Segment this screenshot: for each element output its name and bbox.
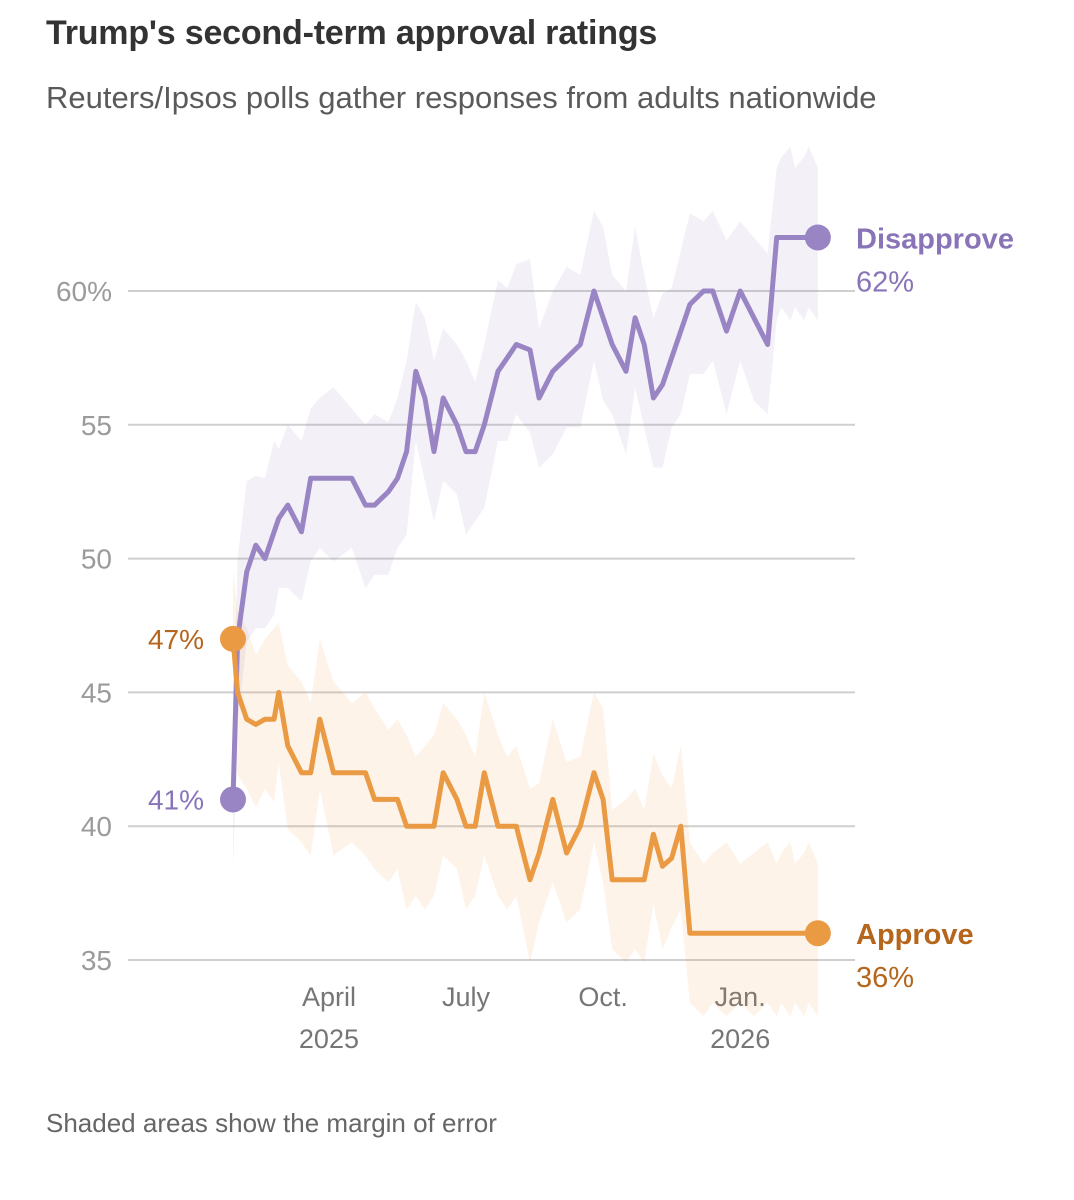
chart-title: Trump's second-term approval ratings <box>46 14 658 52</box>
x-tick-label: July <box>442 982 491 1012</box>
disapprove-line <box>230 235 821 802</box>
x-tick-label: April <box>302 982 356 1012</box>
footnote: Shaded areas show the margin of error <box>46 1108 497 1138</box>
approve-end-marker <box>804 920 831 947</box>
disapprove-series-label: Disapprove <box>856 223 1014 255</box>
disapprove-margin-band <box>233 146 818 869</box>
y-tick-label: 40 <box>81 811 112 842</box>
x-tick-year-label: 2026 <box>710 1024 770 1054</box>
approve-end-value: 36% <box>856 962 914 994</box>
x-tick-year-label: 2025 <box>299 1024 359 1054</box>
approve-line <box>230 636 821 936</box>
y-tick-label: 55 <box>81 410 112 441</box>
approve-series-label: Approve <box>856 919 974 951</box>
disapprove-start-label: 41% <box>148 784 204 815</box>
disapprove-start-marker <box>220 786 246 813</box>
approve-start-label: 47% <box>148 624 204 655</box>
chart-subtitle: Reuters/Ipsos polls gather responses fro… <box>46 80 877 115</box>
x-tick-label: Oct. <box>578 982 628 1012</box>
y-tick-label: 60% <box>56 276 112 307</box>
disapprove-end-marker <box>804 224 831 251</box>
approve-start-marker <box>220 625 246 652</box>
y-tick-label: 35 <box>81 945 112 976</box>
approve-margin-band <box>233 569 818 1017</box>
x-tick-label: Jan. <box>715 982 766 1012</box>
y-tick-label: 45 <box>81 677 112 708</box>
y-tick-label: 50 <box>81 544 112 575</box>
disapprove-end-value: 62% <box>856 266 914 298</box>
